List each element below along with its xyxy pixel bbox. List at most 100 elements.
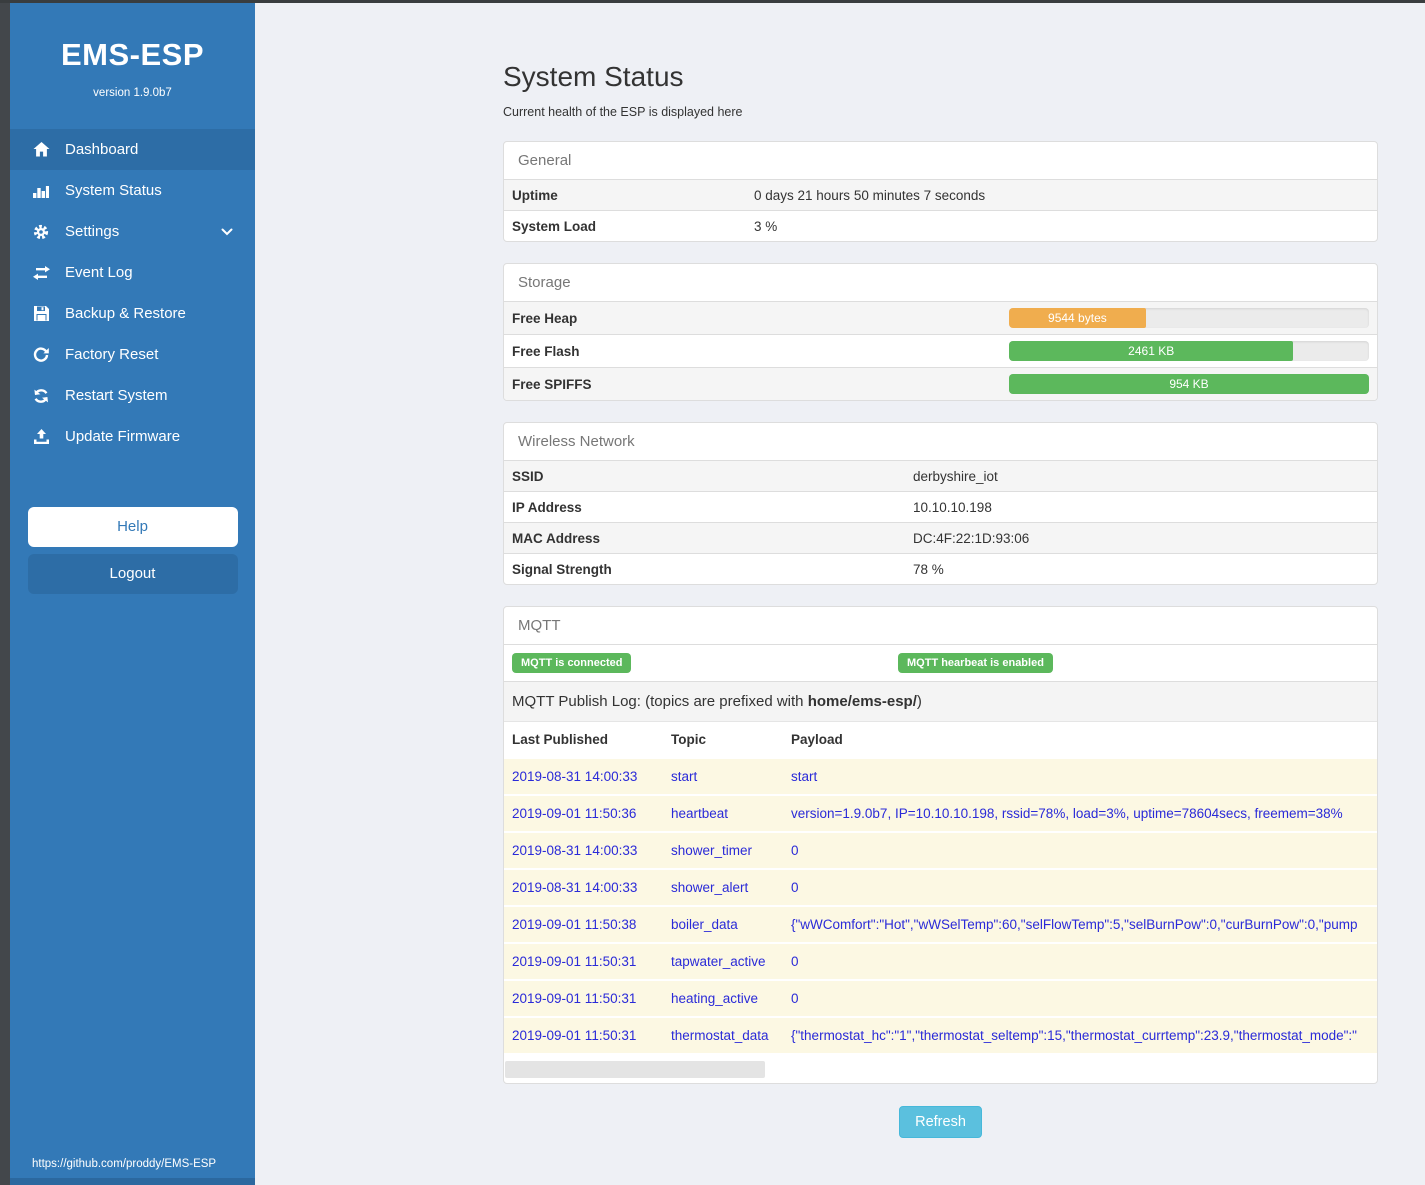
row-label: IP Address xyxy=(512,499,582,515)
mqtt-log-row: 2019-08-31 14:00:33 start start xyxy=(504,757,1377,794)
main-area: System Status Current health of the ESP … xyxy=(255,3,1425,1185)
chevron-down-icon xyxy=(221,228,233,236)
sidebar-item-label: Update Firmware xyxy=(65,428,181,445)
log-topic: heartbeat xyxy=(671,806,729,821)
table-row: MAC Address DC:4F:22:1D:93:06 xyxy=(504,522,1377,553)
log-topic: start xyxy=(671,769,698,784)
log-topic: heating_active xyxy=(671,991,759,1006)
mqtt-log-row: 2019-09-01 11:50:36 heartbeat version=1.… xyxy=(504,794,1377,831)
mqtt-table-scroll-area xyxy=(504,1053,1377,1083)
row-value: 0 days 21 hours 50 minutes 7 seconds xyxy=(754,187,986,203)
table-row: Free Heap 9544 bytes xyxy=(504,301,1377,334)
log-payload: start xyxy=(791,769,818,784)
log-topic: boiler_data xyxy=(671,917,738,932)
row-value: DC:4F:22:1D:93:06 xyxy=(913,530,1030,546)
column-header: Last Published xyxy=(512,732,609,747)
log-payload: {"thermostat_hc":"1","thermostat_seltemp… xyxy=(791,1028,1357,1043)
sidebar: EMS-ESP version 1.9.0b7 Dashboard System… xyxy=(10,3,255,1185)
page-subtitle: Current health of the ESP is displayed h… xyxy=(503,105,743,119)
row-label: Free Flash xyxy=(512,343,580,359)
log-payload: version=1.9.0b7, IP=10.10.10.198, rssid=… xyxy=(791,806,1343,821)
home-icon xyxy=(32,142,50,158)
log-time: 2019-08-31 14:00:33 xyxy=(512,769,638,784)
window-left-strip xyxy=(0,0,10,1185)
page-title: System Status xyxy=(503,61,684,92)
mqtt-log-row: 2019-08-31 14:00:33 shower_alert 0 xyxy=(504,868,1377,905)
sidebar-item-backup-restore[interactable]: Backup & Restore xyxy=(10,293,255,334)
mqtt-connected-badge: MQTT is connected xyxy=(512,653,632,673)
mqtt-log-row: 2019-09-01 11:50:31 thermostat_data {"th… xyxy=(504,1016,1377,1053)
sidebar-item-event-log[interactable]: Event Log xyxy=(10,252,255,293)
progress-track: 954 KB xyxy=(1009,374,1369,394)
sidebar-item-settings[interactable]: Settings xyxy=(10,211,255,252)
log-time: 2019-09-01 11:50:31 xyxy=(512,1028,637,1043)
app-version: version 1.9.0b7 xyxy=(93,87,172,99)
table-row: Signal Strength 78 % xyxy=(504,553,1377,584)
horizontal-scrollbar-thumb[interactable] xyxy=(505,1061,765,1078)
log-payload: {"wWComfort":"Hot","wWSelTemp":60,"selFl… xyxy=(791,917,1358,932)
row-value: 78 % xyxy=(913,561,944,577)
mqtt-table-header: Last Published Topic Payload xyxy=(504,722,1377,757)
log-time: 2019-09-01 11:50:31 xyxy=(512,954,637,969)
sidebar-item-label: Dashboard xyxy=(65,141,139,158)
log-title-suffix: ) xyxy=(916,693,922,710)
mqtt-log-row: 2019-09-01 11:50:31 tapwater_active 0 xyxy=(504,942,1377,979)
help-button[interactable]: Help xyxy=(27,507,238,547)
table-row: Uptime 0 days 21 hours 50 minutes 7 seco… xyxy=(504,179,1377,210)
sidebar-item-factory-reset[interactable]: Factory Reset xyxy=(10,334,255,375)
storage-panel: Storage Free Heap 9544 bytes Free Flash … xyxy=(503,263,1378,401)
refresh-button[interactable]: Refresh xyxy=(899,1106,982,1138)
sidebar-item-dashboard[interactable]: Dashboard xyxy=(10,129,255,170)
mqtt-log-row: 2019-09-01 11:50:31 heating_active 0 xyxy=(504,979,1377,1016)
mqtt-heartbeat-badge: MQTT hearbeat is enabled xyxy=(898,653,1053,673)
rotate-right-icon xyxy=(32,346,50,363)
row-label: Free SPIFFS xyxy=(512,376,592,392)
log-time: 2019-08-31 14:00:33 xyxy=(512,880,638,895)
sidebar-item-label: System Status xyxy=(65,182,162,199)
github-link[interactable]: https://github.com/proddy/EMS-ESP xyxy=(32,1158,217,1170)
row-value: derbyshire_iot xyxy=(913,468,998,484)
row-label: Signal Strength xyxy=(512,561,612,577)
sidebar-item-update-firmware[interactable]: Update Firmware xyxy=(10,416,255,457)
wireless-panel-title: Wireless Network xyxy=(518,433,635,450)
log-title-prefix: MQTT Publish Log: (topics are prefixed w… xyxy=(512,693,808,710)
app-title: EMS-ESP xyxy=(60,37,205,72)
log-payload: 0 xyxy=(791,843,799,858)
row-value: 3 % xyxy=(754,218,778,234)
free-flash-progress-bar: 2461 KB xyxy=(1009,341,1294,361)
log-time: 2019-08-31 14:00:33 xyxy=(512,843,638,858)
mqtt-log-row: 2019-08-31 14:00:33 shower_timer 0 xyxy=(504,831,1377,868)
upload-icon xyxy=(32,429,50,445)
sidebar-nav: Dashboard System Status Settings xyxy=(10,129,255,457)
log-topic-prefix: home/ems-esp/ xyxy=(807,693,917,710)
window-top-strip xyxy=(0,0,1425,3)
table-row: SSID derbyshire_iot xyxy=(504,460,1377,491)
column-header: Payload xyxy=(791,732,843,747)
table-row: System Load 3 % xyxy=(504,210,1377,241)
free-spiffs-progress-bar: 954 KB xyxy=(1009,374,1369,394)
sidebar-item-system-status[interactable]: System Status xyxy=(10,170,255,211)
general-panel-title: General xyxy=(518,152,572,169)
sidebar-item-label: Factory Reset xyxy=(65,346,159,363)
row-label: System Load xyxy=(512,218,597,234)
sidebar-item-label: Settings xyxy=(65,223,120,240)
mqtt-badges-row: MQTT is connected MQTT hearbeat is enabl… xyxy=(504,644,1377,681)
app-brand: EMS-ESP version 1.9.0b7 xyxy=(10,3,255,99)
sidebar-item-label: Restart System xyxy=(65,387,168,404)
gear-icon xyxy=(32,224,50,240)
bar-chart-icon xyxy=(32,183,50,199)
sidebar-item-label: Event Log xyxy=(65,264,133,281)
progress-track: 2461 KB xyxy=(1009,341,1369,361)
sidebar-item-label: Backup & Restore xyxy=(65,305,186,322)
mqtt-publish-log-title: MQTT Publish Log: (topics are prefixed w… xyxy=(504,681,1377,722)
storage-panel-title: Storage xyxy=(518,274,571,291)
logout-button[interactable]: Logout xyxy=(27,554,238,594)
log-payload: 0 xyxy=(791,991,799,1006)
content-container: System Status Current health of the ESP … xyxy=(503,61,1378,1138)
sidebar-item-restart-system[interactable]: Restart System xyxy=(10,375,255,416)
log-time: 2019-09-01 11:50:31 xyxy=(512,991,637,1006)
row-label: Free Heap xyxy=(512,310,578,326)
save-icon xyxy=(32,306,50,322)
log-time: 2019-09-01 11:50:38 xyxy=(512,917,637,932)
mqtt-log-row: 2019-09-01 11:50:38 boiler_data {"wWComf… xyxy=(504,905,1377,942)
